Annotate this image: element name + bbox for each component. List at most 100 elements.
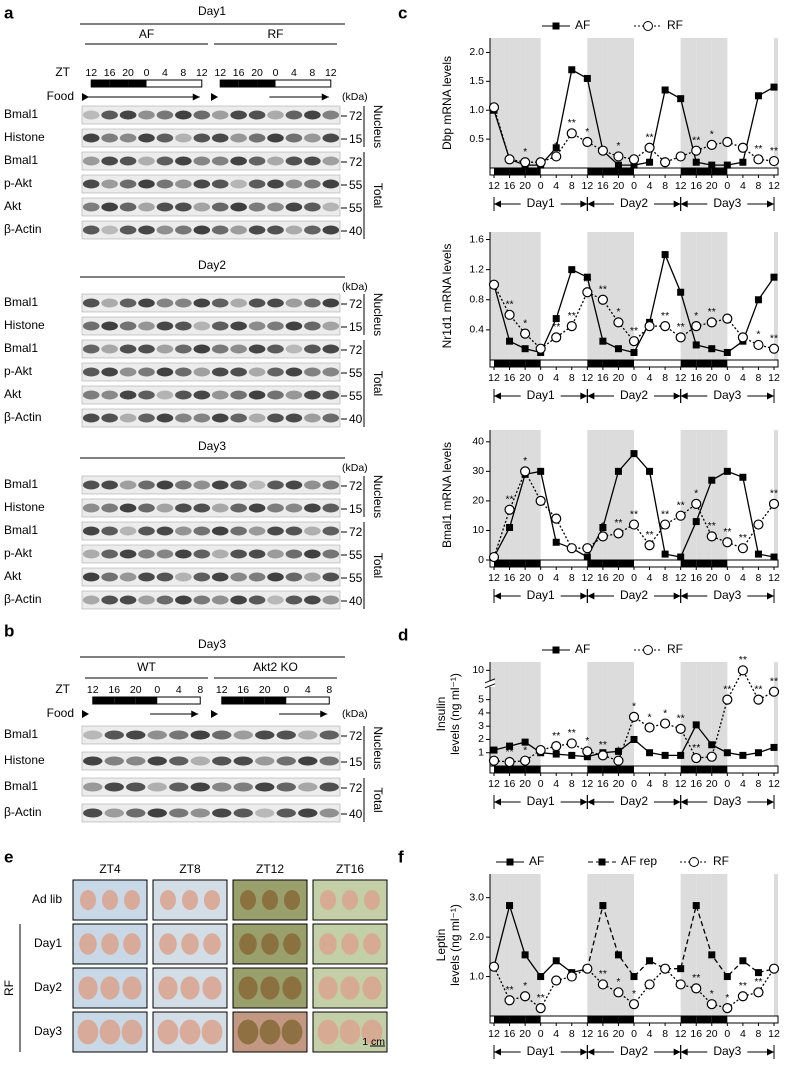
band (304, 572, 321, 582)
marker (551, 151, 562, 162)
dark-phase (494, 168, 510, 175)
x-tick-label: 16 (690, 180, 702, 192)
band (267, 202, 284, 212)
dark-shade (774, 38, 778, 168)
x-tick-label: 16 (597, 1028, 609, 1040)
band (138, 413, 155, 423)
band (267, 298, 284, 308)
band (304, 344, 321, 354)
dark-shade (587, 874, 603, 1016)
significance: ** (739, 980, 747, 992)
zt-tick: 0 (283, 684, 289, 696)
marker (628, 711, 640, 723)
band (298, 756, 318, 766)
x-tick-label: 20 (519, 372, 531, 384)
band (322, 549, 340, 559)
embryo (101, 933, 119, 955)
significance: * (585, 126, 589, 138)
marker (628, 519, 640, 530)
dark-phase (525, 560, 541, 567)
significance: ** (708, 740, 716, 752)
zt-tick: 4 (162, 67, 168, 79)
marker (537, 973, 545, 981)
embryo (363, 933, 381, 955)
marker (551, 975, 562, 986)
kda-label: 72 (349, 109, 363, 123)
marker (660, 718, 671, 729)
band (147, 782, 167, 792)
photo-row: Ad lib (32, 892, 62, 906)
dark-phase (602, 360, 619, 367)
x-tick-label: 12 (675, 572, 687, 584)
band (190, 808, 210, 818)
marker (628, 154, 640, 165)
dark-phase (135, 697, 158, 704)
dark-phase (602, 766, 619, 773)
dark-shade (774, 662, 778, 766)
group-label: WT (137, 660, 156, 674)
band (267, 344, 284, 354)
x-tick-label: 8 (662, 372, 668, 384)
significance: * (554, 140, 558, 152)
embryo (99, 1019, 121, 1045)
marker (723, 348, 731, 356)
significance: ** (630, 508, 638, 520)
band (304, 595, 321, 605)
band (304, 133, 321, 143)
band (101, 480, 118, 490)
embryo (123, 933, 141, 955)
marker (613, 151, 624, 162)
significance: ** (661, 310, 669, 322)
band (304, 321, 321, 331)
band (193, 549, 211, 559)
legend-marker (598, 858, 606, 866)
band (175, 572, 192, 582)
marker (722, 694, 733, 705)
marker (552, 315, 560, 323)
significance: ** (677, 321, 685, 333)
embryo (239, 933, 257, 955)
band (82, 225, 100, 235)
dark-phase (525, 168, 541, 175)
marker (646, 749, 654, 757)
zt-tick: 4 (176, 684, 182, 696)
band (175, 156, 192, 166)
embryo (102, 890, 118, 910)
band (304, 526, 321, 536)
band (298, 730, 318, 740)
dark-shade (618, 232, 634, 360)
dark-shade (711, 430, 728, 560)
marker (768, 343, 780, 354)
marker (488, 102, 500, 113)
dark-phase (525, 1016, 541, 1023)
marker (706, 999, 717, 1010)
blot-title: Day2 (198, 258, 226, 272)
embryo (204, 890, 220, 910)
x-tick-label: 20 (613, 572, 625, 584)
marker (521, 738, 529, 746)
dark-shade (509, 232, 526, 360)
marker (628, 336, 640, 347)
band (298, 808, 318, 818)
significance: ** (754, 143, 762, 155)
y-tick-label: 2.0 (469, 46, 484, 58)
zt-tick: 8 (180, 67, 186, 79)
kda-label: 72 (349, 479, 363, 493)
marker (768, 686, 780, 697)
band (193, 503, 211, 513)
x-tick-label: 4 (553, 372, 559, 384)
dark-shade (602, 662, 619, 766)
marker (691, 752, 702, 764)
y-axis-label: Dbp mRNA levels (440, 56, 454, 150)
dark-phase (509, 360, 526, 367)
band (276, 782, 296, 792)
marker (723, 467, 731, 475)
marker (614, 161, 622, 169)
band (248, 202, 266, 212)
marker (770, 743, 778, 751)
protein-label: p-Akt (4, 176, 33, 190)
marker (583, 273, 591, 281)
band (304, 413, 321, 423)
band (230, 503, 247, 513)
marker (506, 337, 514, 345)
